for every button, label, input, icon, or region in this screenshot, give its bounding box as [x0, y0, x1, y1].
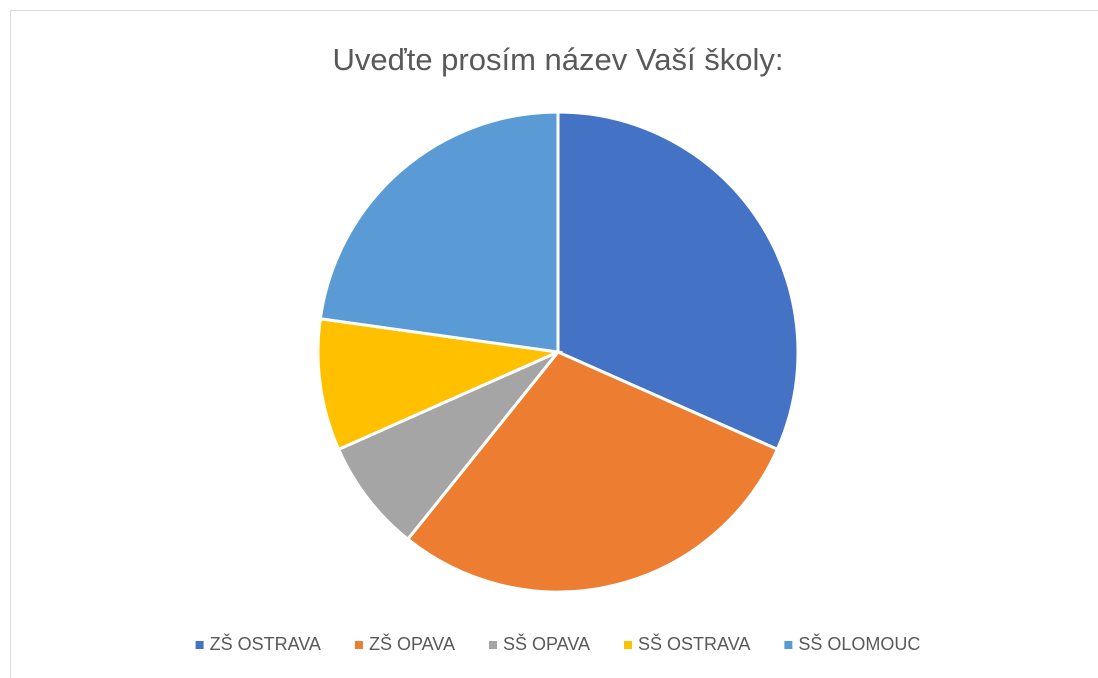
legend-label: SŠ OPAVA — [503, 633, 590, 654]
pie-slice — [318, 110, 560, 354]
legend-marker — [354, 641, 363, 649]
pie-slice — [556, 110, 800, 452]
chart-title: Uveďte prosím název Vaší školy: — [333, 42, 784, 77]
pie-slice — [336, 350, 560, 542]
pie-slice — [316, 317, 564, 452]
legend-marker — [624, 641, 633, 649]
legend-marker — [784, 641, 793, 649]
legend-label: ZŠ OPAVA — [369, 633, 455, 654]
legend-marker — [488, 641, 497, 649]
chart-frame — [10, 10, 1098, 678]
legend-label: SŠ OLOMOUC — [798, 633, 920, 654]
legend-marker — [195, 641, 204, 649]
pie-slice — [405, 350, 780, 594]
legend-label: ZŠ OSTRAVA — [210, 633, 321, 654]
legend-label: SŠ OSTRAVA — [638, 633, 750, 654]
